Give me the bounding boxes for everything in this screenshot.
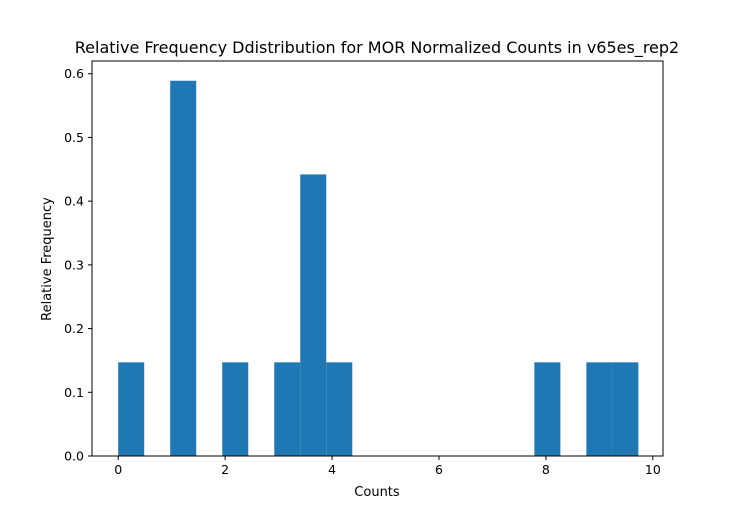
x-tick-label: 10 [645,462,661,477]
histogram-bar-1 [170,80,197,456]
y-tick-label: 0.5 [64,130,84,145]
bars-group [118,80,639,456]
y-axis: 0.0 0.1 0.2 0.3 0.4 0.5 0.6 [64,66,92,464]
y-tick-label: 0.0 [64,449,84,464]
y-tick-label: 0.6 [64,66,84,81]
y-tick-label: 0.4 [64,194,84,209]
x-axis-label: Counts [354,485,400,500]
histogram-bar-5 [326,362,353,456]
histogram-bar-6 [534,362,561,456]
x-axis: 0 2 4 6 8 10 [114,456,661,477]
histogram-bar-2 [222,362,249,456]
x-tick-label: 4 [328,462,336,477]
y-tick-label: 0.3 [64,257,84,272]
histogram-bar-3 [274,362,301,456]
histogram-bar-4 [300,174,327,456]
histogram-bar-7 [586,362,613,456]
plot-frame [91,60,664,457]
histogram-bar-8 [612,362,639,456]
x-tick-label: 0 [114,462,122,477]
y-axis-label: Relative Frequency [40,197,55,321]
x-tick-label: 2 [221,462,229,477]
x-tick-label: 8 [542,462,550,477]
chart-title: Relative Frequency Ddistribution for MOR… [75,38,679,58]
x-tick-label: 6 [435,462,443,477]
y-tick-label: 0.1 [64,385,84,400]
y-tick-label: 0.2 [64,321,84,336]
histogram-bar-0 [118,362,145,456]
